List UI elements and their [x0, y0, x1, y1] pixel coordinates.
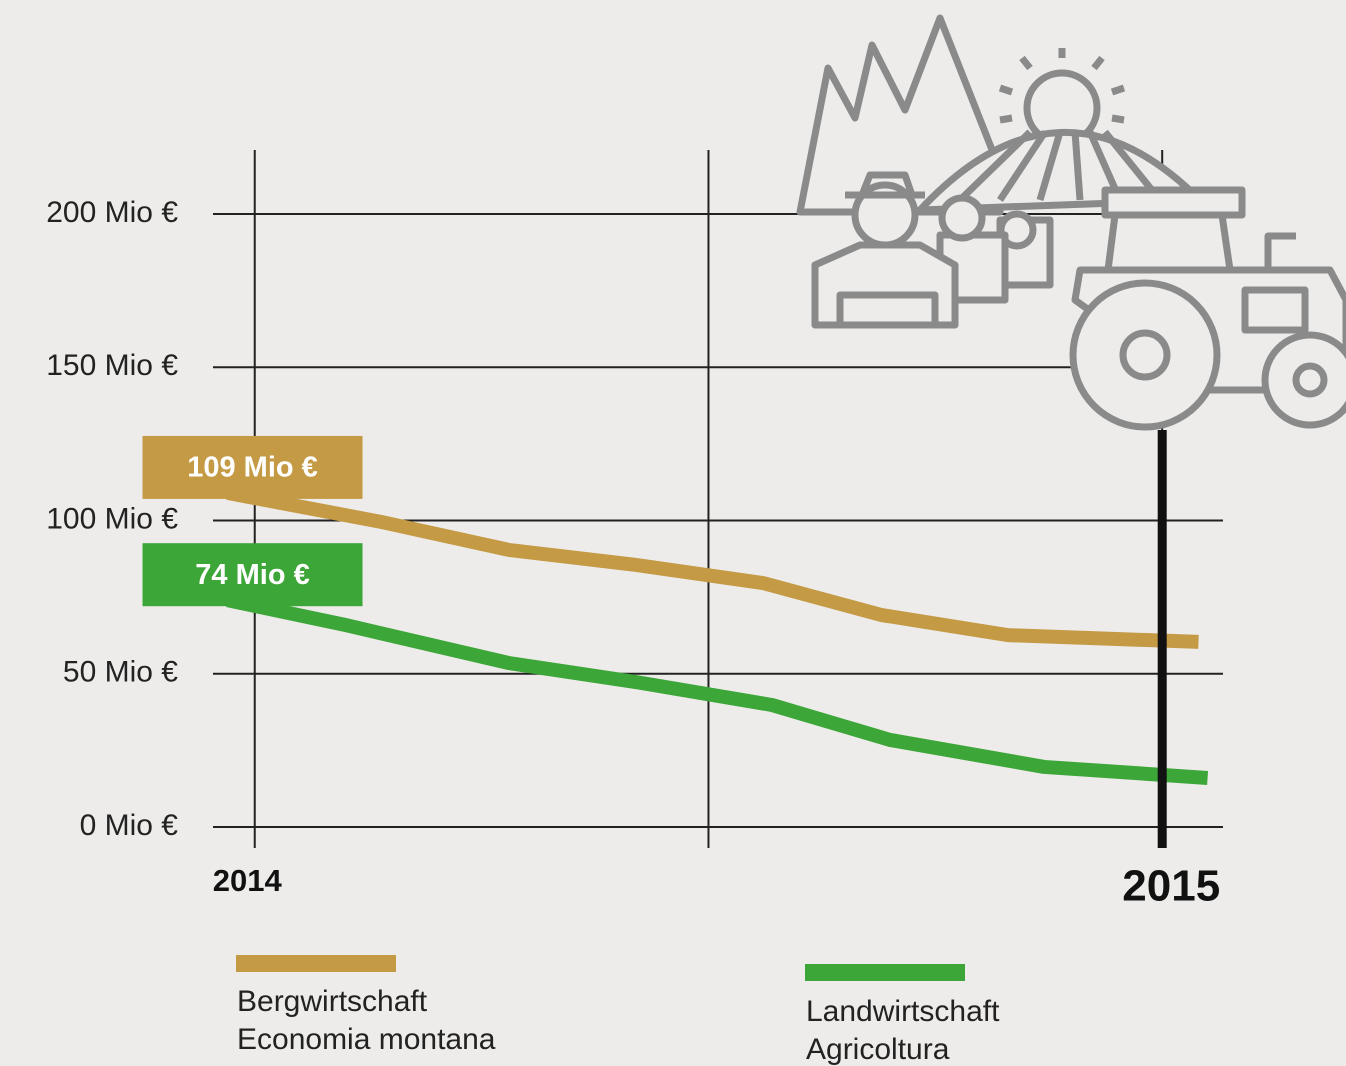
legend-swatch: [236, 955, 396, 972]
legend-label: Landwirtschaft Agricoltura: [806, 993, 999, 1066]
y-tick-label: 200 Mio €: [46, 196, 178, 229]
chart: 0 Mio € 50 Mio € 100 Mio € 150 Mio € 200 Mio…: [0, 0, 1346, 1066]
page: 0 Mio € 50 Mio € 100 Mio € 150 Mio € 200 Mio…: [0, 0, 1346, 1066]
y-tick-label: 50 Mio €: [63, 656, 178, 689]
data-line: [228, 600, 1208, 778]
data-line: [228, 493, 1199, 642]
y-tick-label: 100 Mio €: [46, 502, 178, 535]
x-tick-label: 2015: [1122, 862, 1220, 911]
illustration: [800, 18, 1346, 427]
x-tick-label: 2014: [213, 863, 283, 898]
value-label: 74 Mio €: [195, 559, 309, 591]
legend-label: Bergwirtschaft Economia montana: [237, 983, 496, 1059]
value-label: 109 Mio €: [187, 452, 318, 484]
legend-swatch: [805, 964, 965, 981]
y-tick-label: 0 Mio €: [80, 809, 179, 842]
y-tick-label: 150 Mio €: [46, 349, 178, 382]
